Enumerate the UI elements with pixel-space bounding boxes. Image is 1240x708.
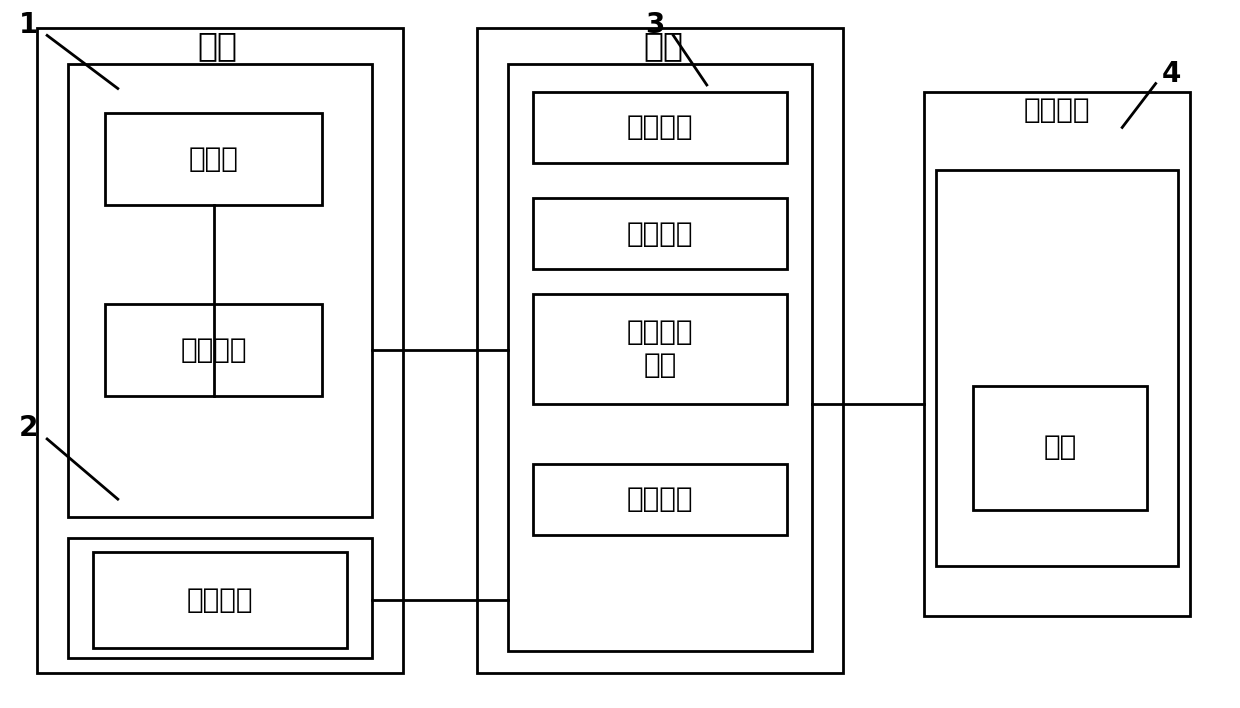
Bar bbox=[68, 538, 372, 658]
Text: 2: 2 bbox=[19, 414, 38, 442]
Bar bbox=[68, 64, 372, 517]
Text: 提醒设备: 提醒设备 bbox=[187, 586, 253, 614]
Text: 用户: 用户 bbox=[197, 30, 237, 62]
Bar bbox=[477, 28, 843, 673]
Bar bbox=[533, 198, 787, 269]
Text: 1: 1 bbox=[19, 11, 38, 39]
Text: 显示: 显示 bbox=[1044, 433, 1076, 462]
Text: 无线通信
模块: 无线通信 模块 bbox=[627, 319, 693, 379]
Text: 4: 4 bbox=[1162, 60, 1182, 88]
Bar bbox=[37, 28, 403, 673]
Text: 应变片: 应变片 bbox=[188, 145, 239, 173]
Text: 存储模块: 存储模块 bbox=[627, 113, 693, 142]
Text: 微控制器: 微控制器 bbox=[627, 219, 693, 248]
Bar bbox=[533, 464, 787, 535]
Bar bbox=[924, 92, 1190, 616]
Text: 智能终端: 智能终端 bbox=[1023, 96, 1090, 124]
Text: 3: 3 bbox=[645, 11, 665, 39]
Text: 感应电路: 感应电路 bbox=[181, 336, 247, 365]
Bar bbox=[533, 294, 787, 404]
Bar bbox=[508, 64, 812, 651]
Bar bbox=[105, 113, 322, 205]
Bar bbox=[105, 304, 322, 396]
Text: 电源模块: 电源模块 bbox=[627, 485, 693, 513]
Bar bbox=[93, 552, 347, 648]
Bar bbox=[973, 386, 1147, 510]
Bar bbox=[533, 92, 787, 163]
Bar bbox=[936, 170, 1178, 566]
Text: 用户: 用户 bbox=[644, 30, 683, 62]
